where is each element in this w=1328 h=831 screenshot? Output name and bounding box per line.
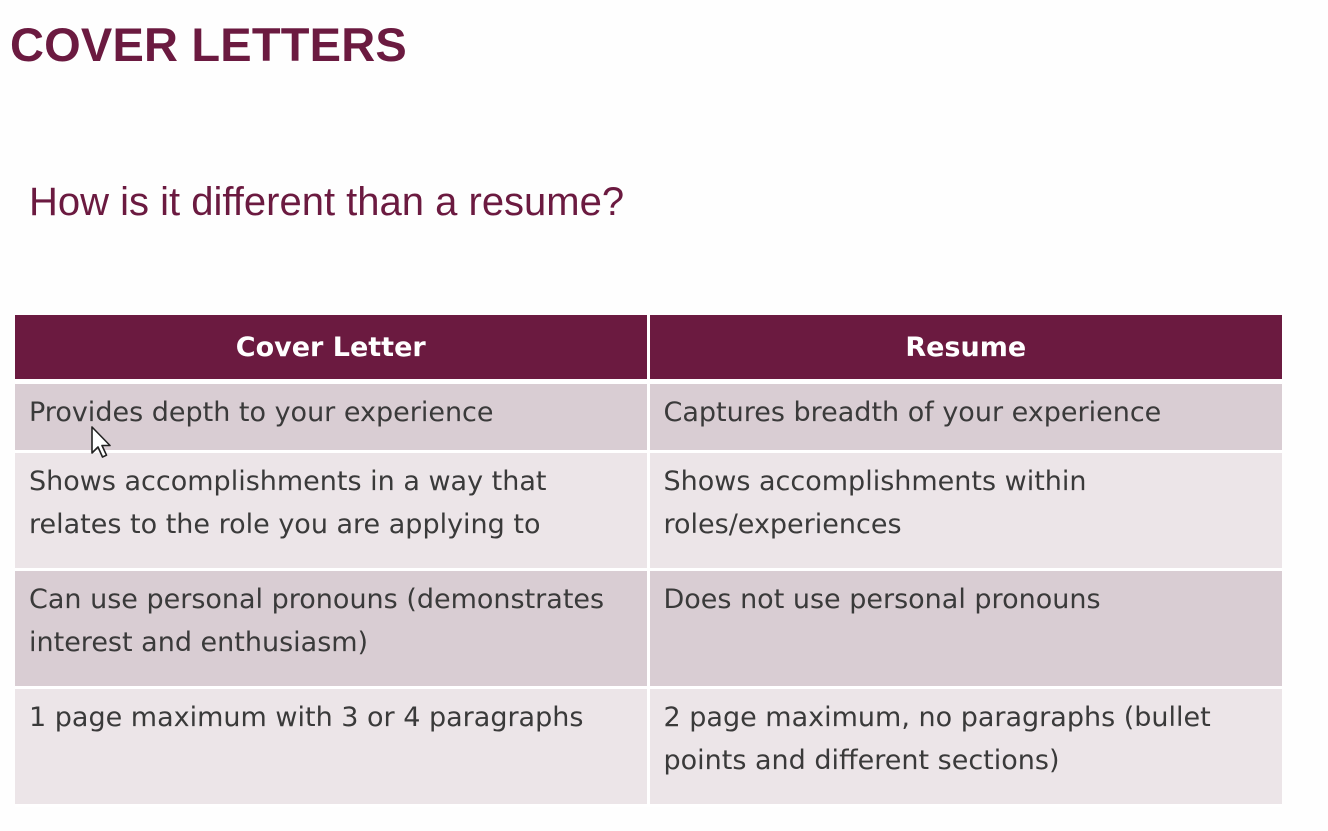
header-resume: Resume [648, 315, 1282, 384]
slide-title: COVER LETTERS [10, 18, 407, 71]
table-row: Provides depth to your experience Captur… [15, 381, 1282, 453]
table-row: 1 page maximum with 3 or 4 paragraphs 2 … [15, 687, 1282, 807]
resume-cell: Captures breadth of your experience [648, 381, 1282, 453]
resume-cell: Does not use personal pronouns [648, 569, 1282, 689]
mouse-pointer-icon [91, 426, 111, 458]
slide-subtitle: How is it different than a resume? [29, 180, 625, 224]
table-row: Can use personal pronouns (demonstrates … [15, 569, 1282, 689]
resume-cell: 2 page maximum, no paragraphs (bullet po… [648, 687, 1282, 807]
cover-letter-cell: Provides depth to your experience [15, 381, 650, 453]
table-header-row: Cover Letter Resume [15, 315, 1282, 384]
cover-letter-cell: 1 page maximum with 3 or 4 paragraphs [15, 687, 650, 807]
header-cover-letter: Cover Letter [15, 315, 650, 384]
cover-letter-cell: Can use personal pronouns (demonstrates … [15, 569, 650, 689]
cover-letter-cell: Shows accomplishments in a way that rela… [15, 451, 650, 571]
resume-cell: Shows accomplishments within roles/exper… [648, 451, 1282, 571]
table-row: Shows accomplishments in a way that rela… [15, 451, 1282, 571]
comparison-table: Cover Letter Resume Provides depth to yo… [15, 315, 1282, 807]
